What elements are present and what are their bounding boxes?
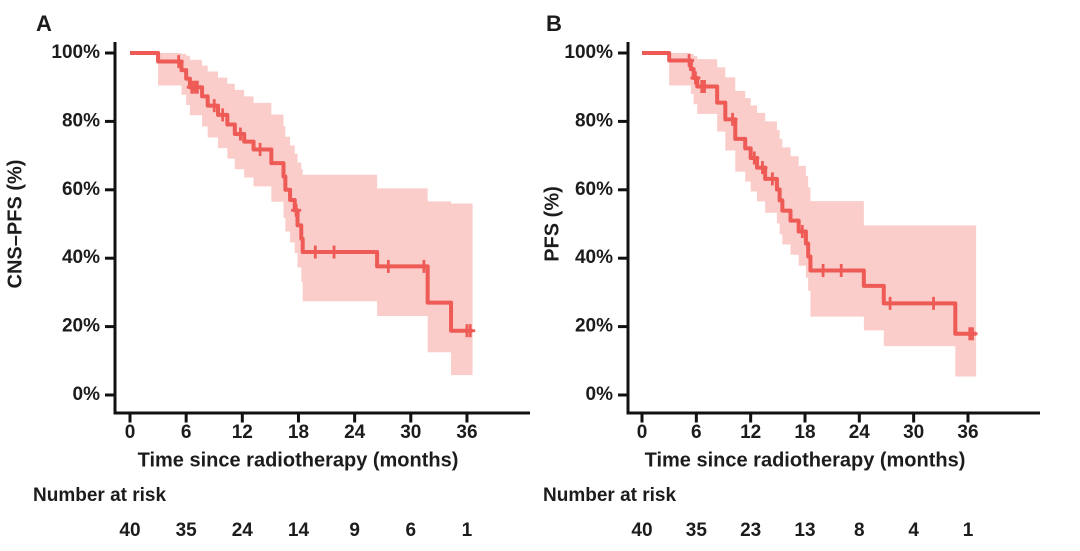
panel-a-x-axis-title: Time since radiotherapy (months) <box>138 449 459 471</box>
y-tick-label: 0% <box>73 384 101 405</box>
x-tick-label: 12 <box>740 422 761 443</box>
x-tick-label: 36 <box>957 422 978 443</box>
panel-b-x-axis-title: Time since radiotherapy (months) <box>645 449 966 471</box>
risk-count: 13 <box>794 520 815 541</box>
x-tick-label: 24 <box>849 422 871 443</box>
y-tick-label: 100% <box>564 42 613 63</box>
risk-count: 35 <box>686 520 708 541</box>
y-tick-label: 80% <box>62 110 100 131</box>
x-tick-label: 36 <box>456 422 477 443</box>
y-tick-label: 40% <box>575 247 613 268</box>
panel-b-label: B <box>546 11 562 36</box>
risk-count: 1 <box>963 520 974 541</box>
x-tick-label: 30 <box>903 422 924 443</box>
panel-b-chart-content: 0 40 6 35 12 23 18 13 24 8 30 4 36 1 0% 20% 40% 60% 80% 100… <box>564 42 1040 541</box>
risk-count: 1 <box>462 520 473 541</box>
risk-count: 40 <box>631 520 652 541</box>
x-tick-label: 18 <box>794 422 815 443</box>
y-tick-label: 20% <box>575 316 613 337</box>
panel-b-y-axis-title: PFS (%) <box>541 186 563 262</box>
y-tick-label: 100% <box>51 42 100 63</box>
y-tick-label: 0% <box>586 384 614 405</box>
x-tick-label: 12 <box>232 422 253 443</box>
confidence-band <box>158 53 473 376</box>
x-tick-label: 6 <box>181 422 192 443</box>
panel-a-risk-table-label: Number at risk <box>33 485 166 506</box>
y-tick-label: 40% <box>62 247 100 268</box>
risk-count: 8 <box>854 520 865 541</box>
y-tick-label: 60% <box>62 179 100 200</box>
y-tick-label: 80% <box>575 110 613 131</box>
risk-count: 23 <box>740 520 761 541</box>
risk-count: 4 <box>908 520 919 541</box>
confidence-band <box>669 53 977 377</box>
panel-b-pfs-chart: B PFS (%) Time since radiotherapy (month… <box>541 11 1040 541</box>
y-tick-label: 20% <box>62 316 100 337</box>
x-tick-label: 0 <box>637 422 648 443</box>
risk-count: 35 <box>176 520 198 541</box>
risk-count: 14 <box>288 520 310 541</box>
panel-a-chart-content: 0 40 6 35 12 24 18 14 24 9 30 6 36 1 0% 20% 40% 60% 80% 100… <box>51 42 530 541</box>
panel-a-label: A <box>36 11 52 36</box>
risk-count: 6 <box>406 520 417 541</box>
risk-count: 24 <box>232 520 254 541</box>
risk-count: 40 <box>119 520 140 541</box>
x-tick-label: 0 <box>125 422 136 443</box>
risk-count: 9 <box>349 520 360 541</box>
x-tick-label: 24 <box>344 422 366 443</box>
y-tick-label: 60% <box>575 179 613 200</box>
x-tick-label: 30 <box>400 422 421 443</box>
panel-a-y-axis-title: CNS–PFS (%) <box>4 160 26 289</box>
x-tick-label: 6 <box>691 422 702 443</box>
panel-a-cns-pfs-chart: A CNS–PFS (%) Time since radiotherapy (m… <box>4 11 530 541</box>
x-tick-label: 18 <box>288 422 309 443</box>
panel-b-risk-table-label: Number at risk <box>543 485 676 506</box>
